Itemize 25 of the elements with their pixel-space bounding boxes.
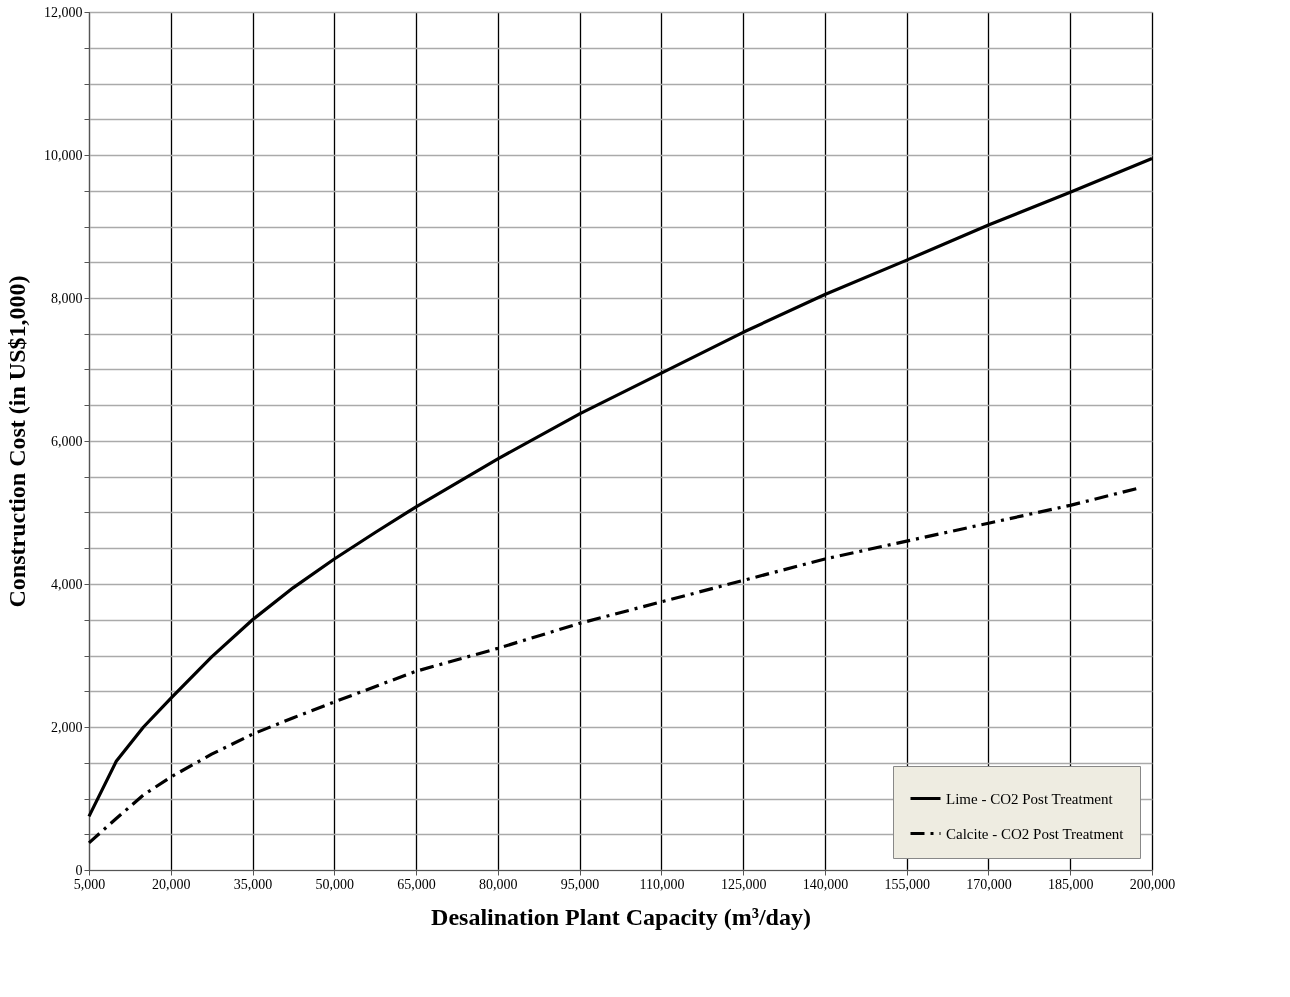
y-tick-label: 6,000	[51, 433, 83, 449]
y-tick-label: 8,000	[51, 290, 83, 306]
y-tick-label: 2,000	[51, 719, 83, 735]
y-axis-title: Construction Cost (in US$1,000)	[4, 275, 30, 608]
y-tick-label: 4,000	[51, 576, 83, 592]
x-tick-label: 200,000	[1129, 876, 1176, 892]
x-tick-label: 65,000	[397, 876, 436, 892]
x-tick-label: 125,000	[720, 876, 767, 892]
y-tick-label: 12,000	[44, 4, 83, 20]
legend-label: Lime - CO2 Post Treatment	[946, 790, 1114, 807]
legend-label: Calcite - CO2 Post Treatment	[946, 825, 1125, 842]
x-tick-label: 20,000	[152, 876, 191, 892]
x-tick-label: 140,000	[802, 876, 849, 892]
x-tick-label: 185,000	[1047, 876, 1094, 892]
x-tick-label: 155,000	[884, 876, 930, 892]
x-tick-label: 5,000	[73, 876, 106, 892]
x-tick-label: 110,000	[639, 876, 685, 892]
y-tick-label: 10,000	[44, 147, 83, 163]
x-tick-label: 170,000	[966, 876, 1012, 892]
x-tick-label: 50,000	[315, 876, 355, 892]
x-tick-label: 80,000	[479, 876, 518, 892]
x-axis-title: Desalination Plant Capacity (m³/day)	[431, 903, 811, 930]
x-tick-label: 95,000	[560, 876, 600, 892]
x-tick-label: 35,000	[233, 876, 273, 892]
y-tick-label: 0	[75, 862, 83, 878]
